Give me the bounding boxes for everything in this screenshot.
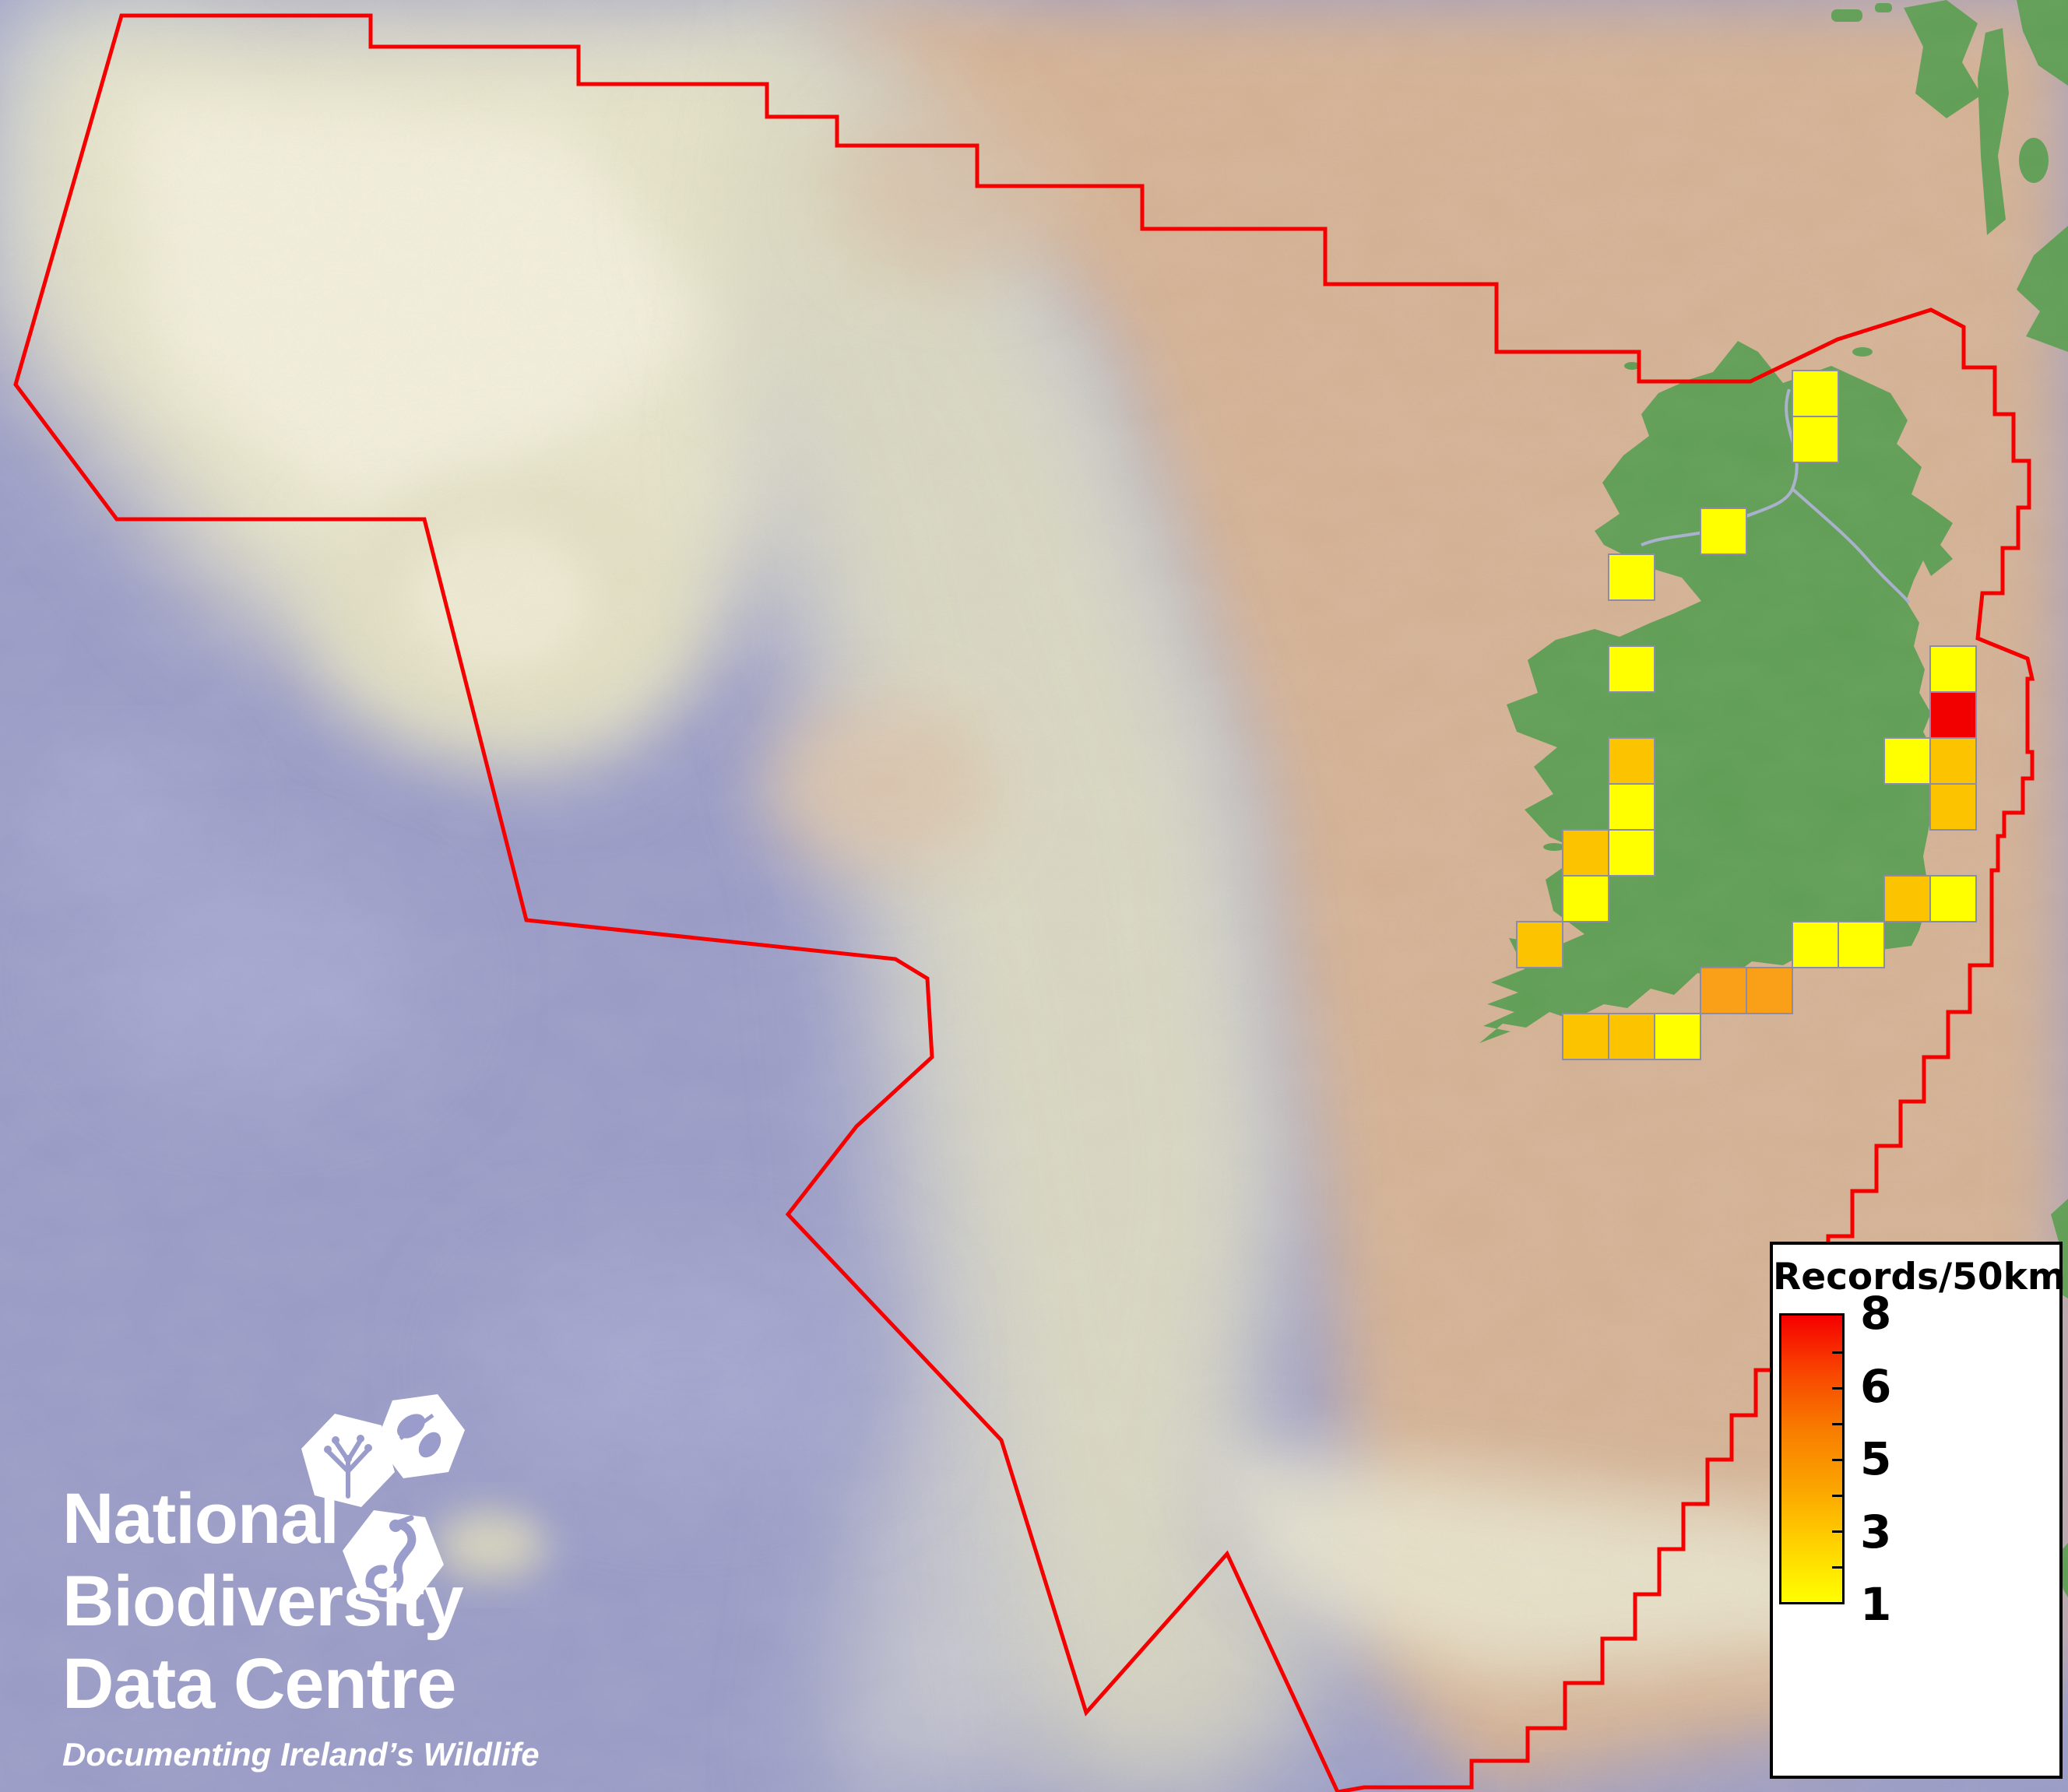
record-cell (1562, 829, 1609, 877)
legend-tick-mark (1832, 1387, 1845, 1390)
record-cell (1608, 829, 1655, 877)
logo-line-1: National (62, 1479, 339, 1558)
legend-tick-mark (1832, 1459, 1845, 1461)
record-cell (1746, 967, 1793, 1014)
record-cell (1608, 1013, 1655, 1060)
legend-tick-mark (1832, 1530, 1845, 1533)
record-cell (1929, 783, 1977, 831)
record-cell (1929, 875, 1977, 922)
record-cell (1700, 508, 1747, 555)
designated-area-boundary-line (13, 13, 2035, 1792)
record-cell (1608, 645, 1655, 693)
record-cell (1929, 737, 1977, 785)
record-cell (1608, 737, 1655, 785)
butterfly-icon (396, 1413, 441, 1458)
legend-tick-mark (1832, 1351, 1845, 1354)
legend-tick-mark (1832, 1495, 1845, 1497)
hexagon-butterfly (376, 1394, 465, 1478)
legend-tick-mark (1832, 1423, 1845, 1425)
record-cell (1792, 416, 1839, 463)
seahorse-icon (365, 1515, 417, 1597)
record-cell (1838, 921, 1885, 968)
legend-tick-mark (1832, 1566, 1845, 1569)
record-cell (1608, 553, 1655, 601)
legend-title: Records/50km (1773, 1256, 2066, 1298)
logo-line-2: Biodiversity (62, 1562, 464, 1641)
record-cell (1792, 370, 1839, 417)
plant-branch-buds (324, 1435, 372, 1463)
record-cell (1929, 691, 1977, 739)
legend-color-bar (1779, 1313, 1845, 1604)
record-cell (1608, 783, 1655, 831)
record-grid-cells (1516, 370, 1977, 1060)
nbdc-logo-text: National Biodiversity Data Centre Docume… (62, 1478, 540, 1773)
record-cell (1792, 921, 1839, 968)
record-cell (1654, 1013, 1701, 1060)
record-cell (1929, 645, 1977, 693)
logo-tagline: Documenting Ireland’s Wildlife (62, 1736, 540, 1773)
record-cell (1700, 967, 1747, 1014)
record-cell (1883, 737, 1931, 785)
record-cell (1883, 875, 1931, 922)
record-cell (1562, 1013, 1609, 1060)
record-cell (1516, 921, 1563, 968)
nbdc-logo-hexagons (301, 1394, 465, 1605)
record-cell (1562, 875, 1609, 922)
logo-line-3: Data Centre (62, 1644, 456, 1723)
